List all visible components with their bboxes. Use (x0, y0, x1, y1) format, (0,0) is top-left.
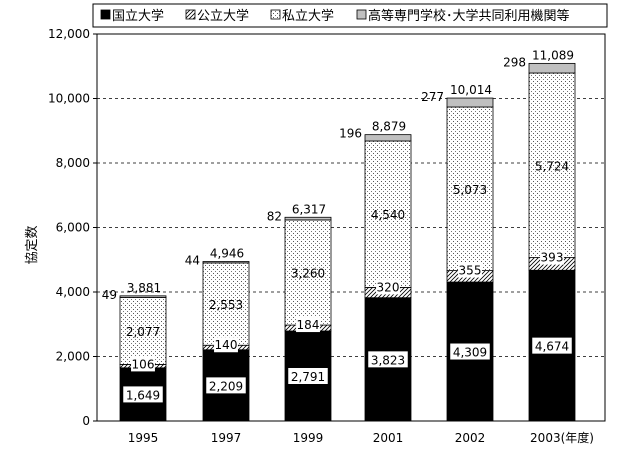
data-label-national-bg (206, 377, 246, 394)
bar-segment-other (284, 216, 332, 221)
data-label-public: 184 (297, 318, 320, 332)
bar-segment-other (202, 261, 250, 264)
data-label-national-bg (450, 343, 490, 360)
data-label-total: 10,014 (450, 83, 492, 97)
data-label-national-bg (532, 337, 572, 354)
data-label-other: 277 (421, 90, 444, 104)
y-tick-label: 0 (82, 414, 90, 428)
data-label-total: 6,317 (292, 202, 326, 216)
data-label-public: 393 (541, 251, 564, 265)
data-label-national-bg (123, 386, 163, 403)
bar-segment-private (364, 140, 412, 288)
legend-label-public: 公立大学 (197, 8, 249, 24)
legend-swatch-public (185, 9, 196, 20)
legend: 国立大学 公立大学 私立大学 高等専門学校･大学共同利用機関等 (92, 3, 608, 28)
data-label-total: 11,089 (532, 48, 574, 62)
data-label-national: 4,674 (535, 340, 569, 354)
x-tick-label: 1999 (293, 431, 324, 445)
legend-label-national: 国立大学 (112, 8, 164, 24)
data-label-national-bg (288, 367, 328, 384)
data-label-other: 44 (185, 253, 200, 267)
data-label-public: 355 (459, 264, 482, 278)
x-tick-label: 1995 (128, 431, 159, 445)
data-label-private: 2,077 (126, 325, 160, 339)
legend-label-other: 高等専門学校･大学共同利用機関等 (368, 8, 570, 24)
data-label-public-bg (131, 356, 155, 372)
bar-segment-private (528, 72, 576, 258)
data-label-public-bg (458, 262, 482, 278)
bar-segment-other (528, 62, 576, 74)
data-label-other: 82 (267, 209, 282, 223)
bar-segment-other (364, 134, 412, 142)
bar-segment-other (119, 295, 167, 298)
y-tick-label: 6,000 (56, 221, 90, 235)
legend-swatch-other (356, 9, 367, 20)
y-tick-label: 8,000 (56, 156, 90, 170)
data-label-private: 5,073 (453, 183, 487, 197)
bars (119, 62, 576, 422)
data-label-public-bg (376, 279, 400, 295)
y-tick-label: 2,000 (56, 350, 90, 364)
x-tick-label: 1997 (211, 431, 242, 445)
data-label-national: 4,309 (453, 346, 487, 360)
data-label-total: 4,946 (210, 246, 244, 260)
x-tick-label: 2002 (455, 431, 486, 445)
bar-segment-private (202, 262, 250, 346)
y-axis: 0 2,000 4,000 6,000 8,000 10,000 12,000 (48, 27, 97, 428)
data-label-other: 196 (339, 127, 362, 141)
y-axis-title: 協定数 (25, 225, 40, 264)
data-labels: 1,649 106 2,077 49 3,881 2,209 140 2,553 44 4,946… (102, 48, 574, 403)
y-tick-label: 4,000 (56, 285, 90, 299)
y-tick-label: 10,000 (48, 92, 90, 106)
data-label-private: 3,260 (291, 266, 325, 280)
data-label-public-bg (214, 337, 238, 353)
bar-segment-private (284, 219, 332, 326)
data-label-public: 140 (215, 338, 238, 352)
data-label-public-bg (540, 249, 564, 265)
bar-segment-other (446, 97, 494, 108)
data-label-national: 3,823 (371, 353, 405, 367)
y-tick-label: 12,000 (48, 27, 90, 41)
x-axis: 1995 1997 1999 2001 2002 2003(年度) (128, 430, 594, 445)
data-label-total: 3,881 (127, 281, 161, 295)
legend-box (92, 3, 608, 28)
data-label-private: 5,724 (535, 159, 569, 173)
data-label-national-bg (368, 351, 408, 368)
x-tick-label: 2003(年度) (530, 430, 594, 445)
legend-swatch-private (270, 9, 281, 20)
bar-segment-private (446, 106, 494, 271)
data-label-national: 2,209 (209, 379, 243, 393)
data-label-public: 320 (377, 280, 400, 294)
data-label-total: 8,879 (372, 120, 406, 134)
data-label-national: 2,791 (291, 370, 325, 384)
legend-label-private: 私立大学 (282, 8, 334, 24)
data-label-public: 106 (132, 357, 155, 371)
data-label-national: 1,649 (126, 388, 160, 402)
legend-swatch-national (100, 9, 111, 20)
data-label-public-bg (296, 317, 320, 333)
data-label-private: 2,553 (209, 298, 243, 312)
data-label-other: 298 (503, 55, 526, 69)
data-label-private: 4,540 (371, 208, 405, 222)
data-label-other: 49 (102, 288, 117, 302)
x-tick-label: 2001 (373, 431, 404, 445)
